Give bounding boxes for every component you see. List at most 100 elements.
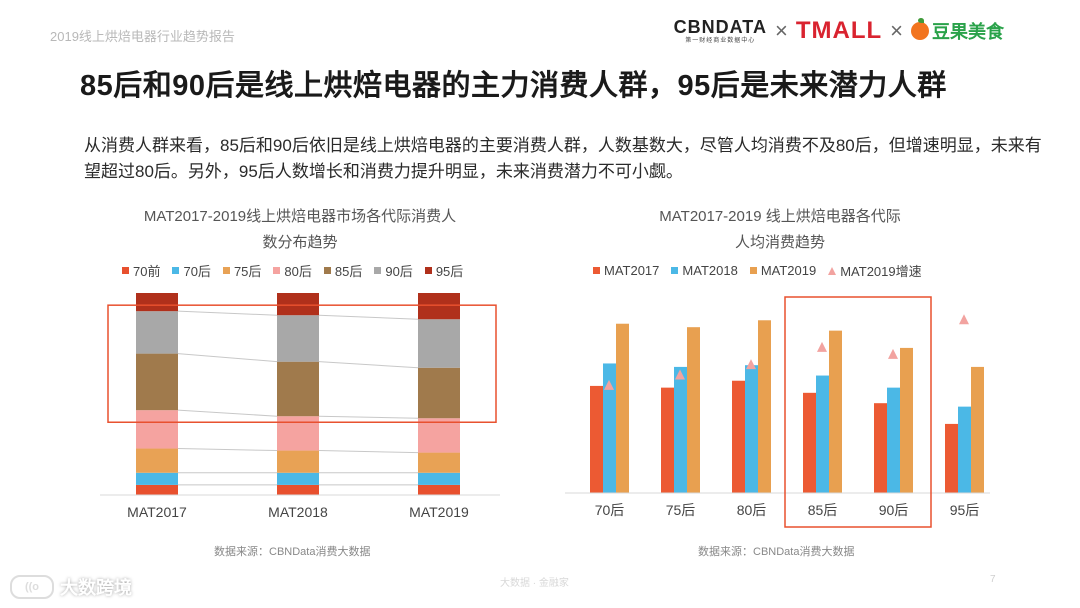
growth-marker-70后 — [604, 379, 614, 390]
bar-75后-MAT2018 — [674, 366, 687, 493]
footer-center-text: 大数据 · 金融家 — [500, 578, 569, 589]
cbndata-logo: CBNDATA 第一财经商业数据中心 — [674, 18, 767, 44]
x-tick-label: 70后 — [595, 502, 625, 518]
stacked-segment-MAT2017-75后 — [136, 448, 178, 473]
highlight-box — [784, 296, 932, 528]
growth-marker-80后 — [746, 359, 756, 370]
stacked-segment-MAT2018-90后 — [277, 315, 319, 362]
right-legend-item: MAT2017 — [593, 261, 659, 280]
x-tick-label: MAT2017 — [127, 504, 187, 520]
series-connector-line — [177, 353, 278, 363]
left-chart-title: MAT2017-2019线上烘焙电器市场各代际消费人 数分布趋势 — [110, 204, 490, 256]
triangle-marker-icon — [828, 266, 837, 275]
summary-paragraph: 从消费人群来看，85后和90后依旧是线上烘焙电器的主要消费人群，人数基数大，尽管… — [84, 136, 1042, 181]
bar-85后-MAT2019 — [829, 330, 842, 493]
logo-separator: × — [774, 18, 788, 43]
bar-90后-MAT2019 — [900, 347, 913, 493]
legend-label: 75后 — [233, 264, 262, 279]
right-chart-title: MAT2017-2019 线上烘焙电器各代际 人均消费趋势 — [585, 204, 975, 256]
left-legend-item: 70前 — [122, 261, 160, 280]
left-chart-source: 数据来源：CBNData消费大数据 — [214, 546, 371, 558]
x-tick-label: MAT2019 — [409, 504, 469, 520]
cbndata-logo-text: CBNDATA — [673, 17, 767, 37]
series-connector-line — [177, 448, 278, 452]
stacked-segment-MAT2018-70前 — [277, 484, 319, 495]
left-legend-item: 80后 — [273, 261, 312, 280]
legend-swatch — [749, 267, 757, 274]
series-connector-line — [177, 310, 278, 316]
legend-label: 70前 — [133, 264, 161, 279]
legend-swatch — [122, 267, 129, 274]
stacked-segment-MAT2018-70后 — [277, 472, 319, 485]
stacked-segment-MAT2017-80后 — [136, 410, 178, 449]
legend-swatch — [222, 267, 230, 274]
x-tick-label: 75后 — [666, 502, 696, 518]
series-connector-line — [318, 415, 419, 419]
legend-label: MAT2019 — [760, 263, 817, 278]
bar-80后-MAT2018 — [745, 365, 758, 493]
left-legend-item: 70后 — [172, 261, 211, 280]
footer-brand: ((o 大数跨境 — [10, 574, 132, 600]
bar-75后-MAT2017 — [661, 387, 674, 493]
legend-swatch — [374, 267, 382, 274]
bar-95后-MAT2018 — [958, 406, 971, 493]
highlight-box — [107, 304, 497, 423]
right-chart-legend: MAT2017 MAT2018 MAT2019 MAT2019增速 — [593, 261, 922, 280]
stacked-segment-MAT2018-80后 — [277, 416, 319, 451]
series-connector-line — [318, 450, 419, 454]
left-stacked-bar-chart: MAT2017 MAT2018 MAT2019 — [100, 293, 500, 520]
left-legend-item: 95后 — [424, 261, 464, 280]
bar-95后-MAT2019 — [971, 366, 984, 493]
right-chart-title-line-1: MAT2017-2019 线上烘焙电器各代际 — [659, 208, 901, 225]
legend-label: 85后 — [334, 264, 363, 279]
series-connector-line — [177, 409, 278, 417]
bar-75后-MAT2019 — [687, 327, 700, 493]
douguo-logo: 豆果美食 — [911, 18, 1004, 44]
bar-70后-MAT2017 — [590, 385, 603, 493]
bar-85后-MAT2018 — [816, 375, 829, 493]
left-legend-item: 75后 — [222, 261, 262, 280]
stacked-segment-MAT2019-90后 — [418, 319, 460, 368]
right-legend-item: MAT2019 — [749, 261, 817, 280]
legend-swatch — [593, 267, 600, 274]
bar-90后-MAT2017 — [874, 403, 887, 493]
legend-label: MAT2018 — [682, 263, 738, 278]
page-title: 85后和90后是线上烘焙电器的主力消费人群，95后是未来潜力人群 — [80, 70, 947, 102]
legend-label: 80后 — [284, 264, 312, 279]
douguo-fruit-icon — [911, 18, 929, 40]
logo-separator: × — [890, 18, 903, 43]
legend-label: MAT2019增速 — [840, 264, 922, 279]
footer-brand-text: 大数跨境 — [60, 578, 132, 598]
legend-swatch — [172, 267, 180, 274]
left-chart-title-line-1: MAT2017-2019线上烘焙电器市场各代际消费人 — [143, 208, 457, 225]
stacked-segment-MAT2018-75后 — [277, 450, 319, 473]
legend-label: 90后 — [385, 264, 413, 279]
bar-70后-MAT2018 — [603, 363, 616, 493]
left-legend-item: 90后 — [374, 261, 413, 280]
bar-80后-MAT2017 — [732, 380, 745, 493]
legend-swatch — [323, 267, 331, 274]
stacked-segment-MAT2018-95后 — [277, 293, 319, 316]
growth-marker-75后 — [675, 369, 685, 380]
stacked-segment-MAT2017-85后 — [136, 353, 178, 411]
series-connector-line — [318, 361, 419, 369]
legend-label: 95后 — [435, 264, 464, 279]
growth-marker-85后 — [817, 341, 827, 352]
stacked-segment-MAT2019-95后 — [418, 293, 460, 320]
footer-brand-logo-icon: ((o — [10, 575, 54, 599]
tmall-logo: TMALL — [795, 17, 883, 44]
left-chart-legend: 70前 70后 75后 80后 85后 90后 95后 — [122, 261, 463, 280]
x-tick-label: 95后 — [950, 502, 980, 518]
legend-swatch — [671, 267, 679, 274]
bar-80后-MAT2019 — [758, 320, 771, 493]
x-tick-label: 90后 — [879, 502, 909, 518]
page-number: 7 — [990, 574, 996, 585]
left-chart-title-line-2: 数分布趋势 — [262, 234, 338, 251]
stacked-segment-MAT2019-75后 — [418, 452, 460, 473]
stacked-segment-MAT2019-70后 — [418, 472, 460, 485]
x-tick-label: 80后 — [737, 502, 767, 518]
stacked-segment-MAT2019-80后 — [418, 418, 460, 453]
stacked-segment-MAT2017-70后 — [136, 472, 178, 485]
right-grouped-bar-chart: 70后 75后 80后 85后 90后 95后 — [565, 296, 990, 528]
x-tick-label: 85后 — [808, 502, 838, 518]
